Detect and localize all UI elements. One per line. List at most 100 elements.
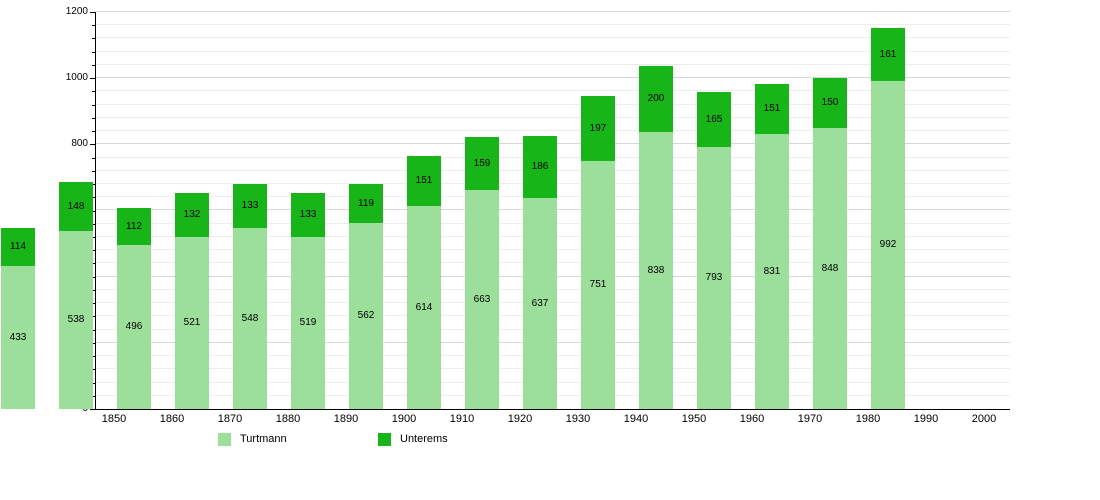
- y-tick-480: [92, 250, 96, 251]
- bar-segment-turtmann-1910: 562: [349, 223, 383, 409]
- y-tick-440: [92, 263, 96, 264]
- bar-1920: 614 151: [407, 156, 441, 409]
- bar-1850: 433 114: [1, 228, 35, 409]
- bar-segment-unterems-1900: 133: [291, 193, 325, 237]
- gridline-minor-1040: [96, 64, 1010, 65]
- x-axis-label-1850: 1850: [101, 413, 127, 425]
- bar-segment-turtmann-1880: 521: [175, 237, 209, 409]
- y-tick-720: [92, 171, 96, 172]
- bar-value-unterems-1880: 132: [183, 209, 201, 220]
- x-axis-label-1940: 1940: [623, 413, 649, 425]
- gridline-minor-840: [96, 130, 1010, 131]
- x-axis-label-1930: 1930: [565, 413, 591, 425]
- legend-label-unterems: Unterems: [400, 433, 448, 445]
- bar-1990: 848 150: [813, 78, 847, 409]
- y-tick-760: [92, 158, 96, 159]
- bar-segment-unterems-1870: 112: [117, 208, 151, 245]
- bar-segment-turtmann-1980: 831: [755, 134, 789, 409]
- bar-segment-unterems-2000: 161: [871, 28, 905, 81]
- bar-1960: 838 200: [639, 66, 673, 409]
- chart-legend: Turtmann Unterems: [0, 430, 1100, 448]
- bar-value-turtmann-1930: 663: [473, 293, 491, 305]
- bar-value-unterems-1860: 148: [67, 200, 85, 212]
- bar-value-turtmann-2000: 992: [879, 239, 897, 250]
- x-axis-label-1950: 1950: [681, 413, 707, 425]
- bar-segment-unterems-1910: 119: [349, 184, 383, 223]
- x-axis-label-2000: 2000: [971, 413, 997, 425]
- legend-swatch-turtmann: [218, 432, 231, 446]
- bar-value-turtmann-1890: 548: [241, 312, 259, 324]
- x-axis-line: [91, 409, 1010, 410]
- bar-segment-turtmann-1900: 519: [291, 237, 325, 409]
- gridline-minor-1120: [96, 37, 1010, 38]
- bar-segment-turtmann-1950: 751: [581, 161, 615, 409]
- bar-value-unterems-1950: 197: [589, 122, 607, 134]
- bar-value-unterems-1890: 133: [241, 200, 259, 211]
- bar-1930: 663 159: [465, 137, 499, 409]
- bar-value-unterems-1980: 151: [763, 103, 781, 114]
- bar-segment-unterems-1850: 114: [1, 228, 35, 266]
- x-axis-label-1920: 1920: [507, 413, 533, 425]
- bar-value-unterems-1970: 165: [705, 113, 723, 125]
- bar-value-turtmann-1920: 614: [415, 301, 433, 313]
- x-axis-label-1990: 1990: [913, 413, 939, 425]
- x-axis-label-1890: 1890: [333, 413, 359, 425]
- bar-segment-unterems-1860: 148: [59, 182, 93, 231]
- bar-value-turtmann-1940: 637: [531, 297, 549, 309]
- bar-1880: 521 132: [175, 193, 209, 409]
- gridline-major-1000: [96, 77, 1010, 78]
- bar-value-turtmann-1900: 519: [299, 317, 317, 328]
- gridline-minor-880: [96, 117, 1010, 118]
- bar-1890: 548 133: [233, 184, 267, 409]
- bar-value-turtmann-1870: 496: [125, 321, 143, 332]
- y-tick-120: [92, 369, 96, 370]
- bar-1900: 519 133: [291, 193, 325, 409]
- x-axis-label-1960: 1960: [739, 413, 765, 425]
- y-tick-0: [90, 409, 96, 410]
- x-axis-label-1980: 1980: [855, 413, 881, 425]
- bar-value-turtmann-1860: 538: [67, 314, 85, 325]
- legend-swatch-unterems: [378, 432, 391, 446]
- bar-value-turtmann-1950: 751: [589, 279, 607, 290]
- y-axis-label-800: 800: [71, 138, 88, 149]
- bar-value-unterems-1900: 133: [299, 209, 317, 220]
- bar-segment-turtmann-1860: 538: [59, 231, 93, 409]
- bar-segment-unterems-1970: 165: [697, 92, 731, 147]
- y-tick-40: [92, 396, 96, 397]
- y-tick-960: [92, 91, 96, 92]
- y-tick-600: [90, 211, 96, 212]
- y-tick-880: [92, 118, 96, 119]
- gridline-minor-1160: [96, 24, 1010, 25]
- y-tick-840: [92, 131, 96, 132]
- bar-1940: 637 186: [523, 136, 557, 409]
- bar-segment-unterems-1980: 151: [755, 84, 789, 134]
- bar-value-turtmann-1990: 848: [821, 262, 839, 274]
- bar-value-unterems-1960: 200: [647, 93, 665, 104]
- gridline-major-1200: [96, 11, 1010, 12]
- y-tick-520: [92, 237, 96, 238]
- y-tick-360: [92, 290, 96, 291]
- y-tick-1200: [90, 12, 96, 13]
- bar-2000: 992 161: [871, 28, 905, 409]
- bar-value-unterems-1940: 186: [531, 161, 549, 172]
- bar-segment-turtmann-1990: 848: [813, 128, 847, 409]
- bar-segment-turtmann-1870: 496: [117, 245, 151, 409]
- bar-1970: 793 165: [697, 92, 731, 409]
- y-tick-200: [90, 343, 96, 344]
- y-tick-320: [92, 303, 96, 304]
- bar-value-unterems-1910: 119: [358, 197, 374, 209]
- y-axis-label-1000: 1000: [65, 72, 88, 83]
- bar-segment-turtmann-1850: 433: [1, 266, 35, 409]
- y-tick-680: [92, 184, 96, 185]
- y-tick-80: [92, 383, 96, 384]
- bar-1980: 831 151: [755, 84, 789, 409]
- x-axis-label-1970: 1970: [797, 413, 823, 425]
- x-axis-label-1910: 1910: [449, 413, 475, 425]
- y-tick-240: [92, 330, 96, 331]
- bar-value-turtmann-1970: 793: [705, 272, 723, 283]
- y-tick-1120: [92, 38, 96, 39]
- y-tick-280: [92, 316, 96, 317]
- bar-value-turtmann-1880: 521: [183, 317, 201, 328]
- bar-segment-unterems-1880: 132: [175, 193, 209, 237]
